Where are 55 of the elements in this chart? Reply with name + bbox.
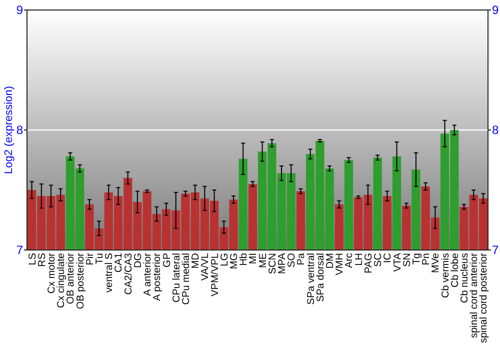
x-tick-label: RS [36, 252, 48, 267]
x-tick-label: Hb [238, 252, 250, 266]
x-tick-label: MD [190, 253, 202, 269]
x-tick-label: DM [325, 253, 336, 269]
x-tick-label: Cb nucleus [459, 253, 470, 304]
x-tick-label: ME [258, 252, 269, 268]
x-tick-label: GP [162, 252, 173, 268]
x-tick-label: A posterior [152, 252, 164, 301]
x-tick-label: ventral S [104, 252, 116, 292]
x-tick-label: LG [219, 252, 230, 266]
x-tick-label: VMH [334, 253, 346, 276]
x-tick-label: DG [132, 252, 144, 268]
x-tick-label: A anterior [142, 252, 154, 296]
x-tick-label: CA2/CA3 [123, 252, 134, 295]
x-tick-label: spinal cord anterior [469, 252, 480, 338]
x-tick-label: SCN [267, 253, 278, 274]
x-tick-label: OB anterior [66, 252, 77, 304]
x-tick-label: Cb vermis [440, 253, 452, 298]
x-tick-label: SC [373, 253, 384, 267]
x-tick-label: CA1 [114, 252, 125, 272]
x-tick-label: MG [228, 252, 240, 270]
x-tick-label: Cx motor [46, 252, 58, 294]
x-tick-label: LS [27, 252, 38, 266]
y2-tick-label: 9 [492, 3, 499, 18]
x-tick-label: SN [402, 253, 413, 267]
x-tick-label: Tg [411, 253, 422, 265]
x-tick-label: PAG [363, 252, 374, 274]
x-tick-label: Pn [421, 253, 432, 266]
x-tick-label: VA/VL [200, 252, 212, 281]
x-tick-label: Tu [94, 253, 106, 264]
y2-tick-label: 8 [492, 123, 499, 138]
x-tick-label: VTA [392, 252, 404, 272]
x-tick-label: OB posterior [75, 252, 86, 310]
x-tick-label: LH [354, 253, 365, 266]
y-axis-title: Log2 (expression) [3, 86, 15, 174]
y-tick-label: 9 [16, 3, 24, 18]
x-tick-label: SPa dorsal [315, 253, 326, 302]
x-tick-label: Pir [84, 252, 96, 266]
x-tick-label: Cb lobe [450, 252, 461, 288]
x-tick-label: Cx cingulate [56, 252, 68, 308]
x-tick-label: Arc [344, 253, 356, 268]
x-tick-label: spinal cord posterior [478, 252, 490, 344]
x-tick-label: MVe [430, 252, 442, 274]
x-tick-label: Pa [296, 252, 308, 266]
y-tick-label: 8 [16, 123, 24, 138]
x-tick-label: VPM/VPL [210, 252, 221, 296]
x-tick-label: IC [382, 253, 394, 263]
x-tick-label: MPA [277, 252, 288, 274]
x-tick-label: CPu medial [180, 253, 192, 305]
y-tick-label: 7 [16, 243, 24, 258]
x-tick-label: SO [286, 252, 298, 268]
x-tick-label: SPa ventral [306, 253, 317, 305]
x-tick-label: CPu lateral [171, 253, 182, 302]
y2-tick-label: 7 [492, 243, 499, 258]
x-tick-label: MI [248, 253, 260, 264]
